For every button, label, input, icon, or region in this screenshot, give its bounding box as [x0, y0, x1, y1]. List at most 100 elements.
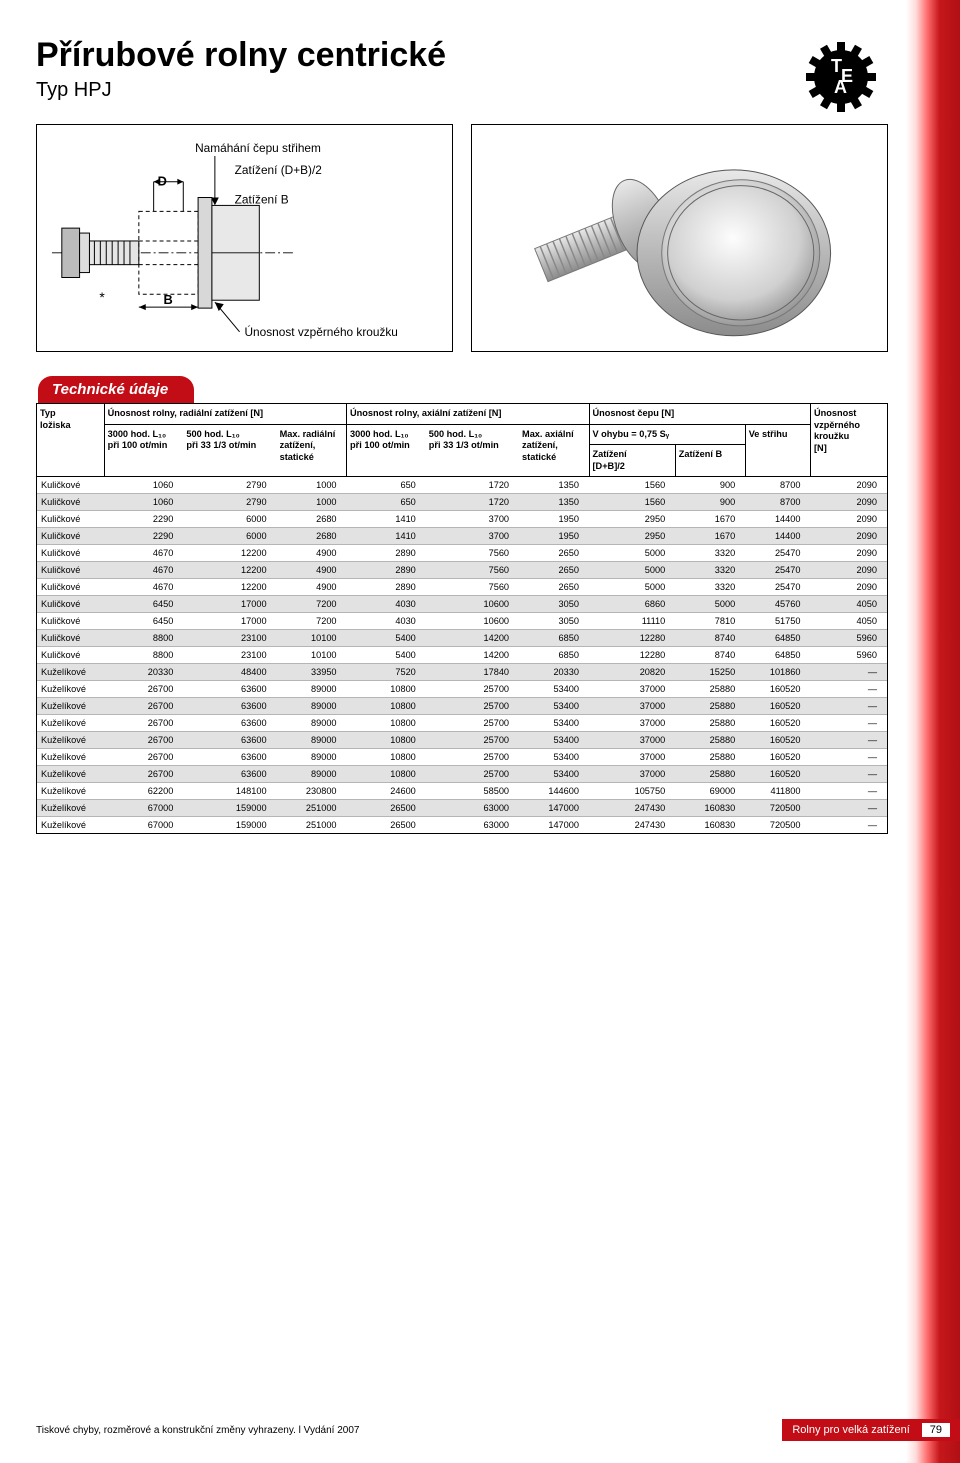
cell: 3320	[675, 579, 745, 596]
cell: 25470	[745, 579, 810, 596]
cell: 8700	[745, 494, 810, 511]
cell: Kuželíkové	[37, 783, 105, 800]
cell: Kuželíkové	[37, 698, 105, 715]
table-row: Kuličkové4670122004900289075602650500033…	[37, 579, 888, 596]
footer-badge: Rolny pro velká zatížení 79	[782, 1419, 960, 1441]
cell: 58500	[426, 783, 519, 800]
cell: 5000	[589, 545, 675, 562]
cell: 4030	[347, 596, 426, 613]
cell: 26700	[104, 715, 183, 732]
col-header: Typložiska	[37, 404, 105, 477]
cell: 1410	[347, 511, 426, 528]
cell: Kuličkové	[37, 511, 105, 528]
cell: 10100	[277, 630, 347, 647]
cell: 12200	[183, 579, 276, 596]
cell: Kuželíkové	[37, 664, 105, 681]
cell: 4900	[277, 562, 347, 579]
cell: 64850	[745, 647, 810, 664]
cell: 26700	[104, 681, 183, 698]
cell: 26500	[347, 800, 426, 817]
cell: 25700	[426, 732, 519, 749]
svg-text:Únosnost vzpěrného kroužku: Únosnost vzpěrného kroužku	[245, 324, 398, 339]
cell: 63600	[183, 715, 276, 732]
table-row: Kuličkové4670122004900289075602650500033…	[37, 545, 888, 562]
cell: 160520	[745, 766, 810, 783]
cell: Kuželíkové	[37, 715, 105, 732]
cell: 7520	[347, 664, 426, 681]
cell: 37000	[589, 732, 675, 749]
col-header: V ohybu = 0,75 Sᵧ	[589, 424, 745, 445]
cell: 1560	[589, 494, 675, 511]
cell: —	[811, 783, 888, 800]
cell: Kuličkové	[37, 647, 105, 664]
cell: 2090	[811, 477, 888, 494]
cell: 2950	[589, 511, 675, 528]
cell: 15250	[675, 664, 745, 681]
cell: 8800	[104, 630, 183, 647]
svg-text:Zatížení (D+B)/2: Zatížení (D+B)/2	[235, 163, 322, 177]
cell: 5400	[347, 647, 426, 664]
cell: 2650	[519, 579, 589, 596]
cell: 1670	[675, 511, 745, 528]
cell: 3700	[426, 511, 519, 528]
cell: 3320	[675, 545, 745, 562]
cell: 6000	[183, 511, 276, 528]
cell: 160520	[745, 681, 810, 698]
cell: 6450	[104, 613, 183, 630]
cell: 23100	[183, 630, 276, 647]
cell: 4030	[347, 613, 426, 630]
cell: 160520	[745, 732, 810, 749]
cell: 6850	[519, 630, 589, 647]
cell: 147000	[519, 800, 589, 817]
cell: 10800	[347, 732, 426, 749]
cell: 251000	[277, 800, 347, 817]
cell: 2290	[104, 511, 183, 528]
cell: 14400	[745, 528, 810, 545]
cell: 160830	[675, 800, 745, 817]
cell: 23100	[183, 647, 276, 664]
cell: 5000	[675, 596, 745, 613]
cell: 650	[347, 477, 426, 494]
cell: 1950	[519, 511, 589, 528]
cell: 10800	[347, 715, 426, 732]
cell: —	[811, 766, 888, 783]
cell: 2680	[277, 511, 347, 528]
svg-text:A: A	[834, 77, 847, 97]
cell: 160830	[675, 817, 745, 834]
cell: 4050	[811, 596, 888, 613]
cell: 63600	[183, 698, 276, 715]
col-header: Ve střihu	[745, 424, 810, 477]
cell: 63600	[183, 766, 276, 783]
cell: 20820	[589, 664, 675, 681]
table-row: Kuličkové6450170007200403010600305068605…	[37, 596, 888, 613]
cell: 160520	[745, 715, 810, 732]
cell: 2290	[104, 528, 183, 545]
cell: 2650	[519, 545, 589, 562]
cell: 25700	[426, 715, 519, 732]
cell: 1950	[519, 528, 589, 545]
cell: 10600	[426, 613, 519, 630]
cell: 159000	[183, 817, 276, 834]
cell: 105750	[589, 783, 675, 800]
col-group-header: Únosnost rolny, radiální zatížení [N]	[104, 404, 346, 425]
table-row: Kuželíkové670001590002510002650063000147…	[37, 800, 888, 817]
cell: 37000	[589, 766, 675, 783]
cell: 2090	[811, 562, 888, 579]
cell: 89000	[277, 715, 347, 732]
cell: 24600	[347, 783, 426, 800]
cell: 5400	[347, 630, 426, 647]
cell: Kuličkové	[37, 494, 105, 511]
cell: Kuželíkové	[37, 681, 105, 698]
cell: 2090	[811, 579, 888, 596]
cell: 3700	[426, 528, 519, 545]
cell: 4900	[277, 579, 347, 596]
footer: Tiskové chyby, rozměrové a konstrukční z…	[0, 1419, 960, 1441]
cell: 14200	[426, 647, 519, 664]
cell: 1720	[426, 494, 519, 511]
col-header: Únosnostvzpěrnéhokroužku[N]	[811, 404, 888, 477]
data-table: Typložiska Únosnost rolny, radiální zatí…	[36, 403, 888, 834]
col-header: 3000 hod. L₁₀při 100 ot/min	[347, 424, 426, 477]
cell: 650	[347, 494, 426, 511]
cell: 37000	[589, 715, 675, 732]
cell: 10800	[347, 749, 426, 766]
